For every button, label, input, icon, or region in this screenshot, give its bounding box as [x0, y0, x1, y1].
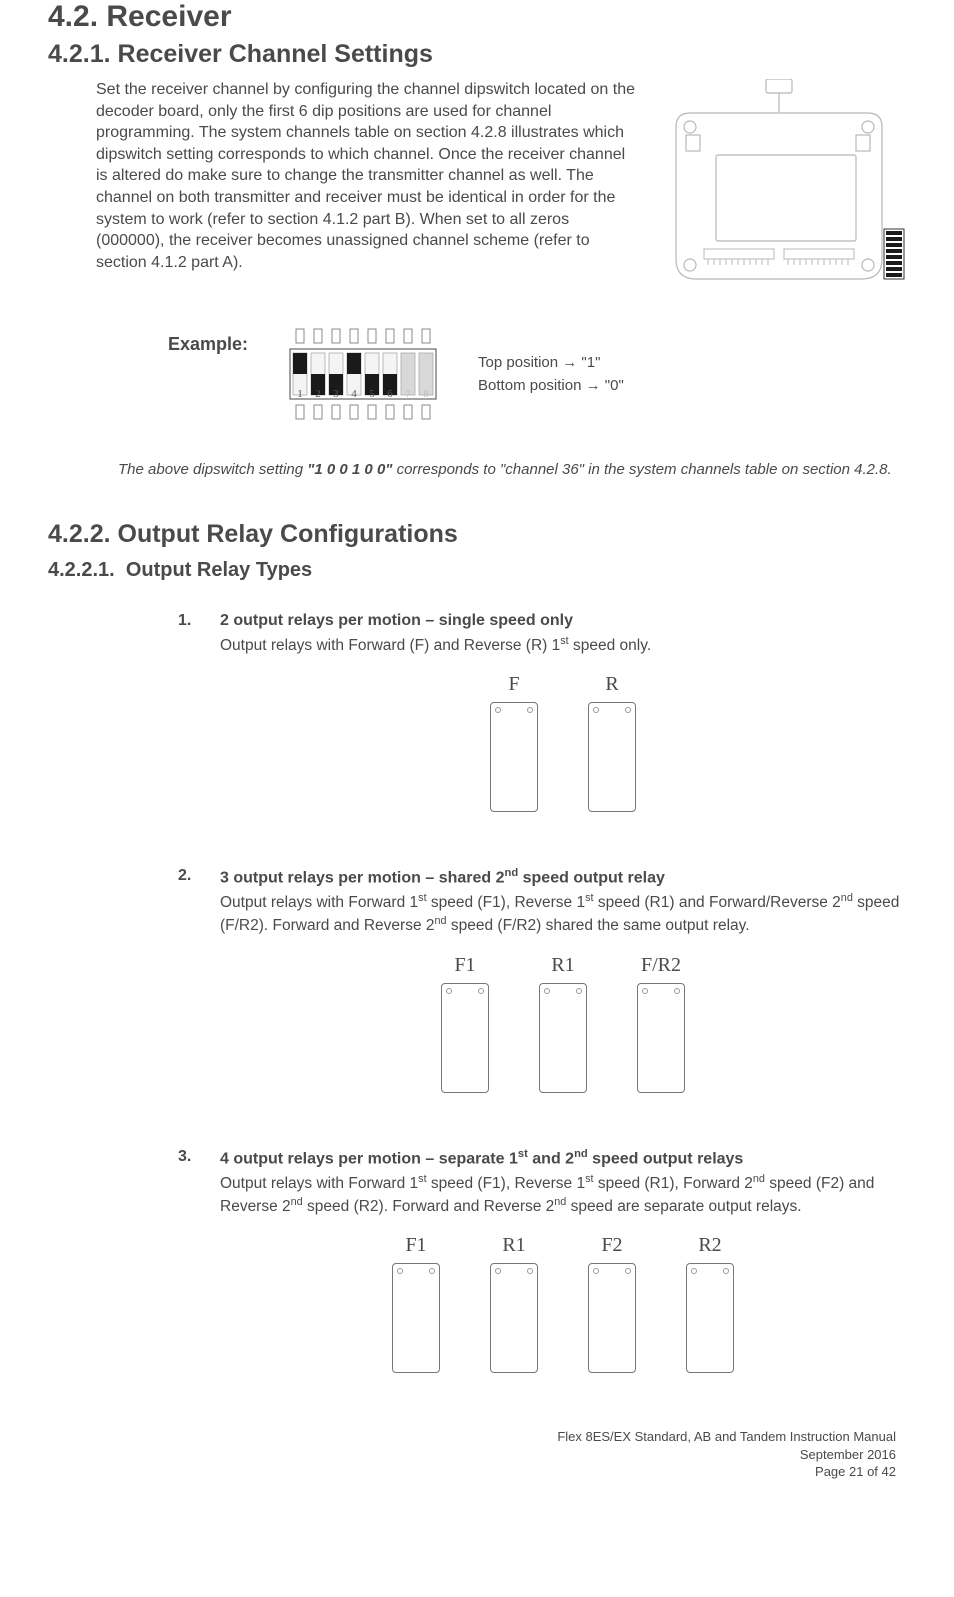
relay-label: F1: [392, 1234, 440, 1257]
relay-rect-icon: [588, 702, 636, 812]
relay-type-2-desc: Output relays with Forward 1st speed (F1…: [220, 891, 906, 937]
svg-text:7: 7: [405, 388, 411, 400]
section-4-2-heading: 4.2. Receiver: [48, 0, 906, 34]
legend-top: Top position → "1": [478, 352, 624, 375]
relay-type-3-diagram: F1 R1 F2 R2: [220, 1234, 906, 1378]
relay-type-3-desc: Output relays with Forward 1st speed (F1…: [220, 1172, 906, 1218]
section-4-2-1-heading: 4.2.1. Receiver Channel Settings: [48, 40, 906, 69]
relay-label: F2: [588, 1234, 636, 1257]
section-4-2-number: 4.2.: [48, 0, 98, 33]
dipswitch-legend: Top position → "1" Bottom position → "0": [478, 352, 624, 397]
caption-code: "1 0 0 1 0 0": [307, 461, 392, 478]
relay-label: F/R2: [637, 954, 685, 977]
dipswitch-diagram: 12345678: [288, 324, 438, 429]
section-4-2-1-body: Set the receiver channel by configuring …: [96, 79, 636, 273]
relay-block: F2: [588, 1234, 636, 1378]
section-4-2-2-heading: 4.2.2. Output Relay Configurations: [48, 520, 906, 549]
relay-block: R2: [686, 1234, 734, 1378]
section-4-2-2-title: Output Relay Configurations: [118, 520, 458, 548]
svg-text:2: 2: [315, 388, 321, 400]
section-4-2-2-number: 4.2.2.: [48, 520, 111, 548]
relay-type-3-number: 3.: [178, 1148, 200, 1166]
section-4-2-2-1-title: Output Relay Types: [126, 559, 312, 581]
relay-label: R2: [686, 1234, 734, 1257]
relay-block: R: [588, 673, 636, 817]
relay-block: F: [490, 673, 538, 817]
relay-rect-icon: [490, 1263, 538, 1373]
page-footer: Flex 8ES/EX Standard, AB and Tandem Inst…: [48, 1428, 906, 1481]
relay-rect-icon: [490, 702, 538, 812]
section-4-2-2-1-heading: 4.2.2.1. Output Relay Types: [48, 559, 906, 582]
relay-type-2-number: 2.: [178, 867, 200, 885]
section-4-2-1-title: Receiver Channel Settings: [118, 40, 433, 68]
relay-rect-icon: [539, 983, 587, 1093]
relay-label: F: [490, 673, 538, 696]
decoder-board-illustration: [656, 79, 906, 294]
relay-type-2-diagram: F1 R1 F/R2: [220, 954, 906, 1098]
relay-label: R: [588, 673, 636, 696]
example-caption: The above dipswitch setting "1 0 0 1 0 0…: [118, 459, 906, 480]
relay-block: R1: [490, 1234, 538, 1378]
relay-type-1-desc: Output relays with Forward (F) and Rever…: [220, 634, 906, 657]
section-4-2-1-number: 4.2.1.: [48, 40, 111, 68]
relay-rect-icon: [441, 983, 489, 1093]
relay-rect-icon: [637, 983, 685, 1093]
relay-type-2: 2. 3 output relays per motion – shared 2n…: [178, 867, 906, 1097]
relay-type-1-number: 1.: [178, 612, 200, 630]
relay-type-3: 3. 4 output relays per motion – separate …: [178, 1148, 906, 1378]
svg-text:5: 5: [369, 388, 375, 400]
footer-line-1: Flex 8ES/EX Standard, AB and Tandem Inst…: [48, 1428, 896, 1446]
legend-bottom: Bottom position → "0": [478, 375, 624, 398]
svg-text:8: 8: [423, 388, 429, 400]
relay-block: F1: [441, 954, 489, 1098]
relay-label: R1: [539, 954, 587, 977]
example-label: Example:: [168, 334, 248, 355]
relay-label: R1: [490, 1234, 538, 1257]
relay-rect-icon: [686, 1263, 734, 1373]
relay-type-3-title: 4 output relays per motion – separate 1s…: [220, 1148, 743, 1168]
svg-text:4: 4: [351, 388, 357, 400]
relay-block: F/R2: [637, 954, 685, 1098]
relay-type-1: 1. 2 output relays per motion – single sp…: [178, 612, 906, 817]
relay-rect-icon: [392, 1263, 440, 1373]
svg-text:1: 1: [297, 388, 303, 400]
relay-block: R1: [539, 954, 587, 1098]
caption-suffix: corresponds to "channel 36" in the syste…: [392, 461, 891, 478]
relay-type-1-diagram: FR: [220, 673, 906, 817]
relay-type-2-title: 3 output relays per motion – shared 2nd …: [220, 867, 665, 887]
svg-text:6: 6: [387, 388, 393, 400]
svg-text:3: 3: [333, 388, 339, 400]
footer-line-2: September 2016: [48, 1446, 896, 1464]
section-4-2-title: Receiver: [106, 0, 231, 33]
footer-line-3: Page 21 of 42: [48, 1463, 896, 1481]
relay-block: F1: [392, 1234, 440, 1378]
relay-rect-icon: [588, 1263, 636, 1373]
caption-prefix: The above dipswitch setting: [118, 461, 307, 478]
section-4-2-2-1-number: 4.2.2.1.: [48, 559, 115, 581]
relay-label: F1: [441, 954, 489, 977]
relay-type-1-title: 2 output relays per motion – single spee…: [220, 612, 573, 630]
